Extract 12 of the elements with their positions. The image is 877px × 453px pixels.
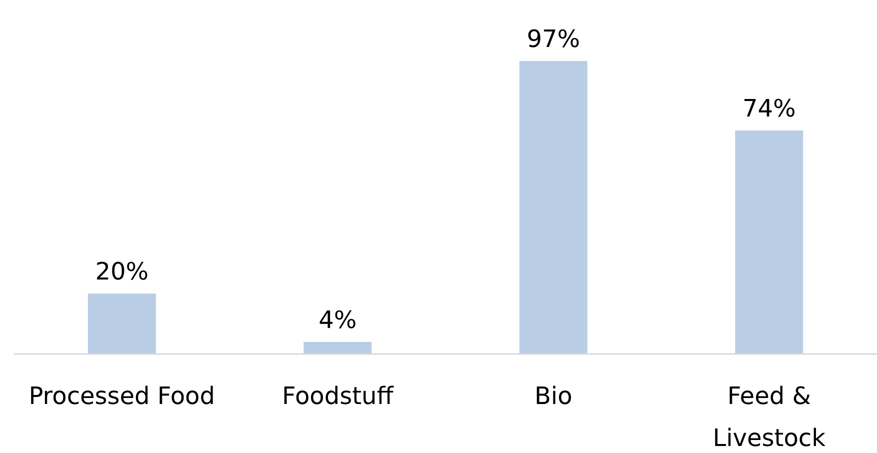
x-tick-label: Processed Food <box>28 382 215 410</box>
x-tick-label: Feed & Livestock <box>712 382 826 452</box>
bar <box>304 342 372 354</box>
bar <box>735 130 804 354</box>
data-label: 97% <box>526 25 580 53</box>
x-tick-label: Bio <box>534 382 572 410</box>
bar <box>519 61 588 354</box>
data-label: 20% <box>95 258 149 286</box>
bar <box>88 294 156 354</box>
data-label: 74% <box>742 94 796 122</box>
x-tick-label: Foodstuff <box>282 382 394 410</box>
data-label: 4% <box>318 306 357 334</box>
